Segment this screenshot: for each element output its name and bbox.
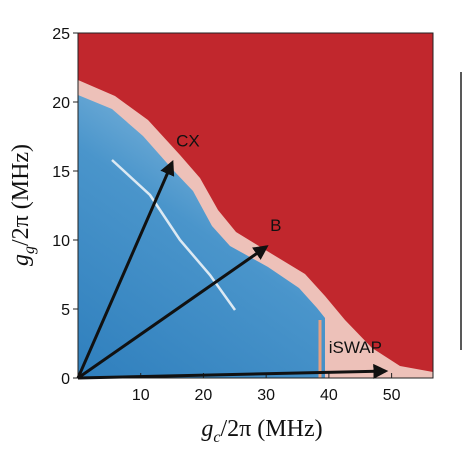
y-tick-label: 15 <box>52 164 70 181</box>
arrow <box>77 245 269 380</box>
x-tick-label: 50 <box>383 387 401 404</box>
y-tick-label: 5 <box>61 302 70 319</box>
annotation-label: iSWAP <box>329 338 382 357</box>
x-tick-label: 10 <box>132 387 150 404</box>
plot-frame <box>77 32 434 379</box>
y-tick-label: 10 <box>52 233 70 250</box>
arrow <box>77 363 389 380</box>
annotation-label: B <box>270 216 281 235</box>
x-tick-label: 40 <box>320 387 338 404</box>
x-tick-label: 20 <box>195 387 213 404</box>
y-tick-label: 20 <box>52 95 70 112</box>
annotation-label: CX <box>176 132 200 151</box>
y-tick-label: 25 <box>52 26 70 43</box>
resonance-line <box>111 159 237 311</box>
x-axis-label: gc/2π (MHz) <box>201 416 322 446</box>
heatmap-blue <box>78 95 325 378</box>
y-axis-label: gg/2π (MHz) <box>8 144 38 266</box>
x-tick-label: 30 <box>257 387 275 404</box>
y-tick-label: 0 <box>61 371 70 388</box>
arrow <box>76 159 175 379</box>
heatmap <box>78 33 433 378</box>
